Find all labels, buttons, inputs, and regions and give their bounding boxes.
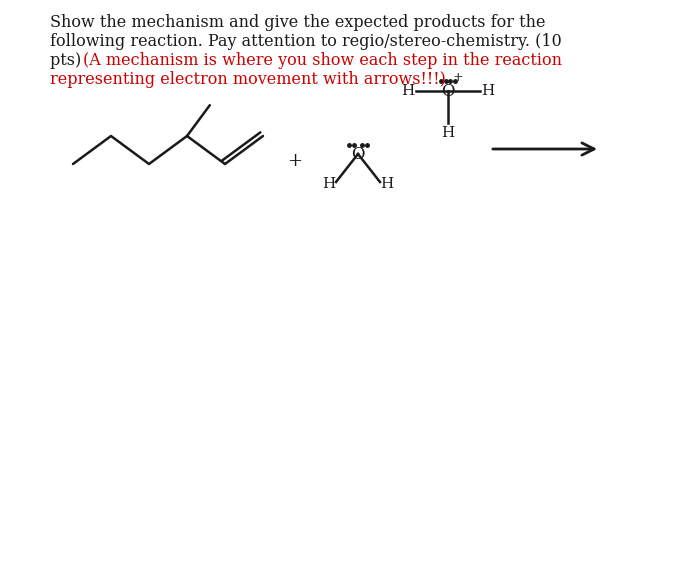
Text: pts): pts) bbox=[50, 52, 86, 69]
Text: O: O bbox=[351, 146, 365, 163]
Text: (A mechanism is where you show each step in the reaction: (A mechanism is where you show each step… bbox=[83, 52, 562, 69]
Text: +: + bbox=[453, 71, 463, 84]
Text: +: + bbox=[288, 152, 302, 170]
Text: Show the mechanism and give the expected products for the: Show the mechanism and give the expected… bbox=[50, 14, 545, 31]
Text: following reaction. Pay attention to regio/stereo-chemistry. (10: following reaction. Pay attention to reg… bbox=[50, 33, 561, 50]
Text: H: H bbox=[401, 84, 414, 98]
Text: representing electron movement with arrows!!!): representing electron movement with arro… bbox=[50, 71, 446, 88]
Text: H: H bbox=[380, 177, 393, 191]
Text: H: H bbox=[442, 126, 454, 140]
Text: H: H bbox=[323, 177, 335, 191]
Text: H: H bbox=[482, 84, 495, 98]
Text: O: O bbox=[441, 83, 455, 100]
